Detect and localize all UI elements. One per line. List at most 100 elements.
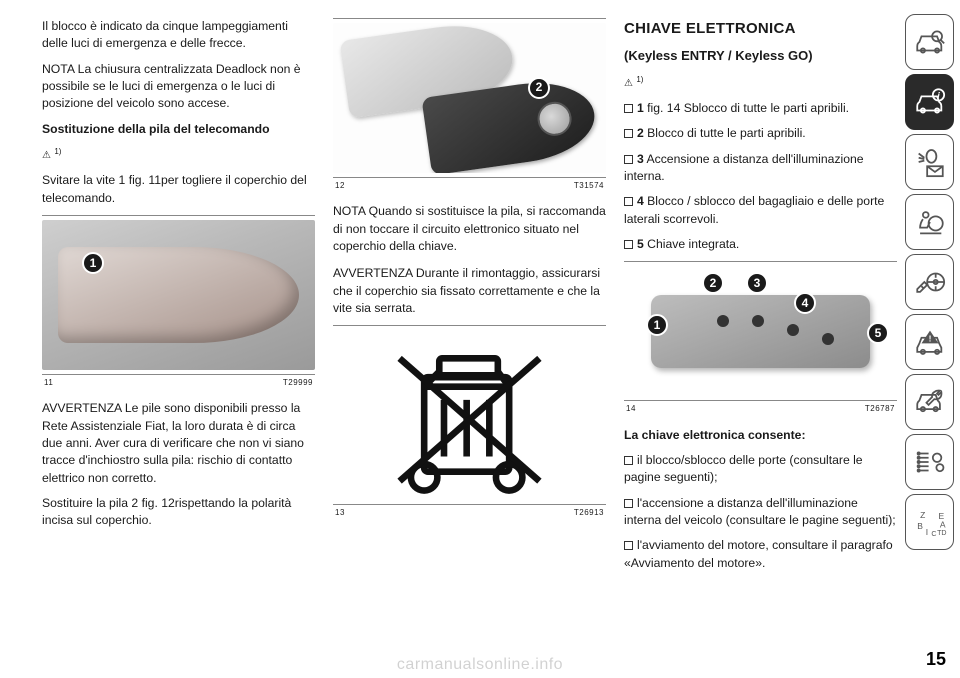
item-num: 3	[637, 152, 644, 166]
para: AVVERTENZA Durante il rimontaggio, assic…	[333, 265, 606, 317]
column-2: 2 12 T31574 NOTA Quando si sostituisce l…	[333, 18, 606, 670]
figure-13	[333, 325, 606, 505]
warning-icon: ⚠	[42, 149, 51, 163]
callout-2: 2	[702, 272, 724, 294]
item-num: 2	[637, 126, 644, 140]
figure-ref: T29999	[283, 377, 313, 388]
callout-5: 5	[867, 322, 889, 344]
manual-page: Il blocco è indicato da cinque lampeggia…	[0, 0, 960, 678]
section-knowing-car[interactable]: i	[905, 74, 954, 130]
list-item: 2 Blocco di tutte le parti apribili.	[624, 125, 897, 142]
svg-text:!: !	[928, 333, 931, 343]
checkbox-icon	[624, 541, 633, 550]
item-num: 5	[637, 237, 644, 251]
para: AVVERTENZA Le pile sono disponibili pres…	[42, 400, 315, 487]
warning-ref-num: 1)	[636, 75, 643, 84]
svg-text:B: B	[917, 521, 923, 531]
section-getting-to-know[interactable]	[905, 14, 954, 70]
section-safety[interactable]	[905, 134, 954, 190]
item-text: l'avviamento del motore, consultare il p…	[624, 538, 893, 569]
para: Svitare la vite 1 fig. 11per togliere il…	[42, 172, 315, 207]
section-maintenance[interactable]	[905, 374, 954, 430]
heading-consente: La chiave elettronica consente:	[624, 427, 897, 444]
list-item: 3 Accensione a distanza dell'illuminazio…	[624, 151, 897, 186]
list-item: 1 fig. 14 Sblocco di tutte le parti apri…	[624, 100, 897, 117]
heading-chiave: CHIAVE ELETTRONICA	[624, 18, 897, 39]
warning-ref-num: 1)	[54, 147, 61, 156]
figure-14-image: 1 2 3 4 5	[624, 266, 897, 396]
list-item: l'accensione a distanza dell'illuminazio…	[624, 495, 897, 530]
item-num: 1	[637, 101, 644, 115]
figure-12: 2	[333, 18, 606, 178]
section-starting[interactable]	[905, 254, 954, 310]
figure-11-caption: 11 T29999	[42, 377, 315, 388]
lights-mail-icon	[913, 145, 947, 179]
no-dispose-icon	[333, 330, 606, 500]
car-search-icon	[913, 25, 947, 59]
content-columns: Il blocco è indicato da cinque lampeggia…	[0, 0, 905, 678]
item-text: l'accensione a distanza dell'illuminazio…	[624, 496, 896, 527]
section-warning[interactable]: !	[905, 314, 954, 370]
car-info-icon: i	[913, 85, 947, 119]
checkbox-icon	[624, 129, 633, 138]
page-number: 15	[926, 649, 946, 670]
list-item: 4 Blocco / sblocco del bagagliaio e dell…	[624, 193, 897, 228]
warning-icon: ⚠	[624, 77, 633, 91]
svg-text:Z: Z	[920, 510, 925, 520]
item-text: fig. 14 Sblocco di tutte le parti apribi…	[644, 101, 849, 115]
section-airbag[interactable]	[905, 194, 954, 250]
para: NOTA La chiusura centralizzata Deadlock …	[42, 61, 315, 113]
checkbox-icon	[624, 197, 633, 206]
column-1: Il blocco è indicato da cinque lampeggia…	[42, 18, 315, 670]
alpha-index-icon: ZEBAICTD	[913, 505, 947, 539]
figure-ref: T26787	[865, 403, 895, 414]
item-text: Blocco di tutte le parti apribili.	[644, 126, 806, 140]
list-gears-icon	[913, 445, 947, 479]
section-index[interactable]: ZEBAICTD	[905, 494, 954, 550]
car-warning-icon: !	[913, 325, 947, 359]
callout-1: 1	[82, 252, 104, 274]
checkbox-icon	[624, 155, 633, 164]
section-sidebar: i ! ZEBAICTD	[905, 0, 960, 678]
list-item: 5 Chiave integrata.	[624, 236, 897, 253]
figure-number: 12	[335, 180, 345, 191]
figure-ref: T26913	[574, 507, 604, 518]
warning-ref: ⚠ 1)	[624, 74, 897, 92]
figure-number: 11	[44, 377, 53, 388]
svg-text:i: i	[937, 90, 940, 100]
para: Il blocco è indicato da cinque lampeggia…	[42, 18, 315, 53]
heading-sostituzione: Sostituzione della pila del telecomando	[42, 121, 315, 138]
warning-ref: ⚠ 1)	[42, 146, 315, 164]
list-item: il blocco/sblocco delle porte (consultar…	[624, 452, 897, 487]
item-text: Accensione a distanza dell'illuminazione…	[624, 152, 864, 183]
para: NOTA Quando si sostituisce la pila, si r…	[333, 203, 606, 255]
figure-11-image: 1	[42, 220, 315, 370]
key-wheel-icon	[913, 265, 947, 299]
list-item: l'avviamento del motore, consultare il p…	[624, 537, 897, 572]
callout-2: 2	[528, 77, 550, 99]
figure-11: 1	[42, 215, 315, 375]
para: Sostituire la pila 2 fig. 12rispettando …	[42, 495, 315, 530]
subheading-keyless: (Keyless ENTRY / Keyless GO)	[624, 47, 897, 65]
section-specs[interactable]	[905, 434, 954, 490]
car-wrench-icon	[913, 385, 947, 419]
svg-text:C: C	[931, 530, 936, 538]
figure-13-caption: 13 T26913	[333, 507, 606, 518]
item-num: 4	[637, 194, 644, 208]
svg-text:I: I	[925, 527, 927, 537]
figure-number: 14	[626, 403, 636, 414]
figure-number: 13	[335, 507, 345, 518]
checkbox-icon	[624, 240, 633, 249]
callout-3: 3	[746, 272, 768, 294]
item-text: Chiave integrata.	[644, 237, 740, 251]
figure-12-caption: 12 T31574	[333, 180, 606, 191]
figure-13-image	[333, 330, 606, 500]
item-text: Blocco / sblocco del bagagliaio e delle …	[624, 194, 884, 225]
airbag-icon	[913, 205, 947, 239]
item-text: il blocco/sblocco delle porte (consultar…	[624, 453, 863, 484]
figure-ref: T31574	[574, 180, 604, 191]
svg-text:D: D	[941, 529, 946, 537]
checkbox-icon	[624, 456, 633, 465]
column-3: CHIAVE ELETTRONICA (Keyless ENTRY / Keyl…	[624, 18, 897, 670]
checkbox-icon	[624, 499, 633, 508]
